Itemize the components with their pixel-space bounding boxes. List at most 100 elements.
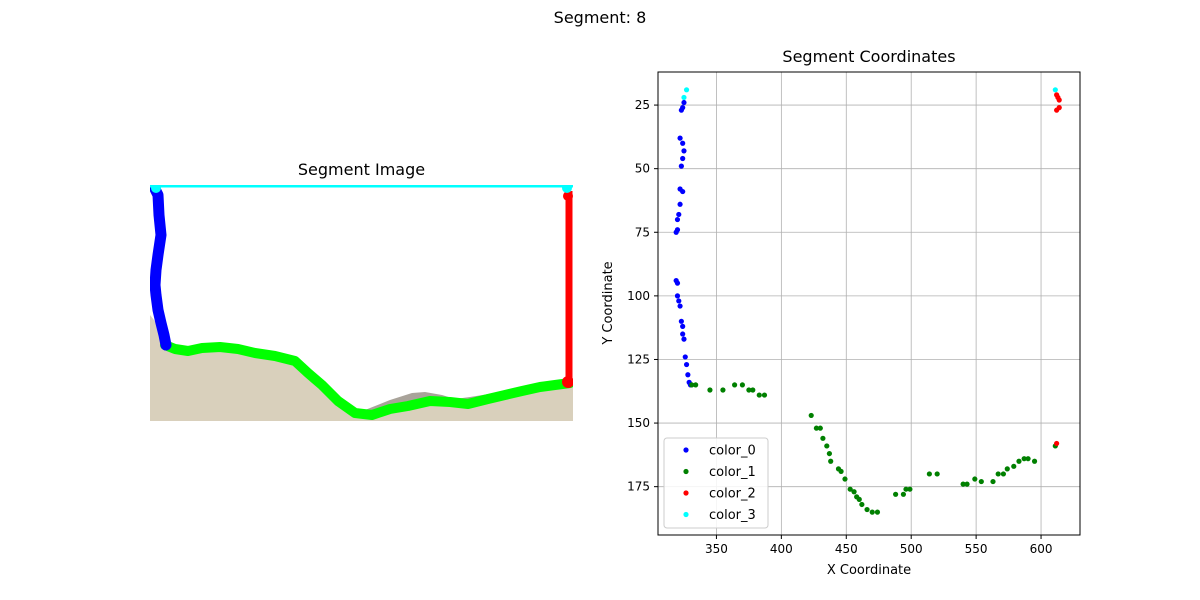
figure-suptitle: Segment: 8 <box>553 8 647 27</box>
point-color-3 <box>681 94 687 101</box>
point-color-2 <box>1054 440 1060 447</box>
point-color-1 <box>761 392 768 398</box>
point-color-1 <box>756 392 762 398</box>
point-color-0 <box>680 323 686 329</box>
legend-marker <box>683 511 689 518</box>
point-color-1 <box>820 435 826 441</box>
point-color-0 <box>685 372 691 378</box>
point-color-1 <box>750 387 756 393</box>
terrain-area <box>150 315 573 421</box>
point-color-1 <box>847 486 853 492</box>
grid <box>658 72 1080 535</box>
point-color-0 <box>683 361 690 368</box>
point-color-1 <box>856 496 862 502</box>
point-color-1 <box>1021 456 1027 462</box>
x-tick-label: 500 <box>900 542 923 556</box>
point-color-1 <box>693 382 699 388</box>
point-color-1 <box>746 387 752 393</box>
point-color-3 <box>1052 87 1058 93</box>
legend-frame <box>663 437 769 529</box>
legend: color_0 color_1 color_2 color_3 <box>663 437 769 529</box>
scatter-title: Segment Coordinates <box>782 47 956 66</box>
point-color-1 <box>934 471 940 477</box>
point-color-0 <box>678 318 684 324</box>
point-color-1 <box>1025 456 1031 462</box>
point-color-0 <box>676 211 682 218</box>
point-color-1 <box>824 443 830 449</box>
point-color-1 <box>874 509 881 515</box>
point-color-1 <box>900 491 907 497</box>
legend-marker <box>683 490 689 496</box>
point-color-0 <box>673 229 679 235</box>
legend-marker <box>683 447 689 453</box>
x-tick-label: 400 <box>770 542 793 556</box>
x-tick-label: 350 <box>705 542 728 556</box>
axis-ticks: 350 400 450 500 550 600 25 50 75 100 125 150 175 <box>627 98 1052 556</box>
point-color-1 <box>689 382 695 388</box>
point-color-0 <box>674 293 681 299</box>
plot-frame <box>657 71 1081 536</box>
point-color-1 <box>1004 466 1010 472</box>
point-color-2 <box>1054 107 1060 113</box>
point-color-0 <box>677 135 683 141</box>
point-color-2 <box>1056 97 1062 103</box>
y-axis-label: Y Coordinate <box>601 261 616 345</box>
y-tick-label: 25 <box>635 98 650 112</box>
point-color-1 <box>903 486 909 492</box>
point-color-0 <box>674 280 681 286</box>
point-color-3 <box>683 87 690 93</box>
point-color-1 <box>893 491 899 497</box>
legend-label: color_3 <box>709 508 756 523</box>
point-color-1 <box>732 382 738 388</box>
point-color-1 <box>826 450 832 457</box>
point-color-1 <box>813 425 820 431</box>
blue-boundary <box>150 185 172 351</box>
y-tick-label: 175 <box>627 480 650 494</box>
point-color-1 <box>838 468 844 475</box>
point-color-0 <box>681 336 687 342</box>
legend-label: color_0 <box>709 444 756 459</box>
point-color-1 <box>960 481 966 487</box>
point-color-0 <box>682 354 688 360</box>
y-tick-label: 75 <box>635 225 650 239</box>
point-color-1 <box>1011 463 1017 469</box>
point-color-0 <box>681 148 687 154</box>
scatter-points <box>673 87 1062 515</box>
x-tick-label: 450 <box>835 542 858 556</box>
y-tick-label: 125 <box>627 352 650 366</box>
green-boundary <box>160 340 573 420</box>
point-color-1 <box>1016 458 1022 464</box>
legend-label: color_2 <box>709 487 756 502</box>
point-color-1 <box>907 486 913 492</box>
point-color-1 <box>972 476 978 482</box>
point-color-1 <box>720 387 726 393</box>
legend-label: color_1 <box>709 465 756 480</box>
point-color-0 <box>677 303 683 309</box>
x-axis-label: X Coordinate <box>827 563 911 578</box>
point-color-1 <box>864 506 870 513</box>
legend-marker <box>683 468 689 475</box>
point-color-0 <box>680 155 686 162</box>
point-color-0 <box>680 331 686 337</box>
x-tick-label: 600 <box>1030 542 1053 556</box>
point-color-1 <box>707 387 713 393</box>
point-color-1 <box>851 489 857 495</box>
point-color-1 <box>739 382 746 388</box>
point-color-1 <box>842 476 848 482</box>
point-color-1 <box>926 471 932 477</box>
y-tick-label: 150 <box>627 416 650 430</box>
point-color-0 <box>678 163 684 169</box>
point-color-1 <box>1031 458 1038 464</box>
segment-image <box>150 185 573 421</box>
point-color-1 <box>1000 471 1006 477</box>
segment-image-title: Segment Image <box>297 160 426 179</box>
point-color-1 <box>978 478 984 485</box>
point-color-1 <box>808 412 814 419</box>
point-color-1 <box>817 425 823 431</box>
point-color-0 <box>680 140 686 146</box>
point-color-1 <box>964 481 970 487</box>
point-color-0 <box>674 216 681 223</box>
x-tick-label: 550 <box>965 542 988 556</box>
point-color-1 <box>869 509 875 515</box>
